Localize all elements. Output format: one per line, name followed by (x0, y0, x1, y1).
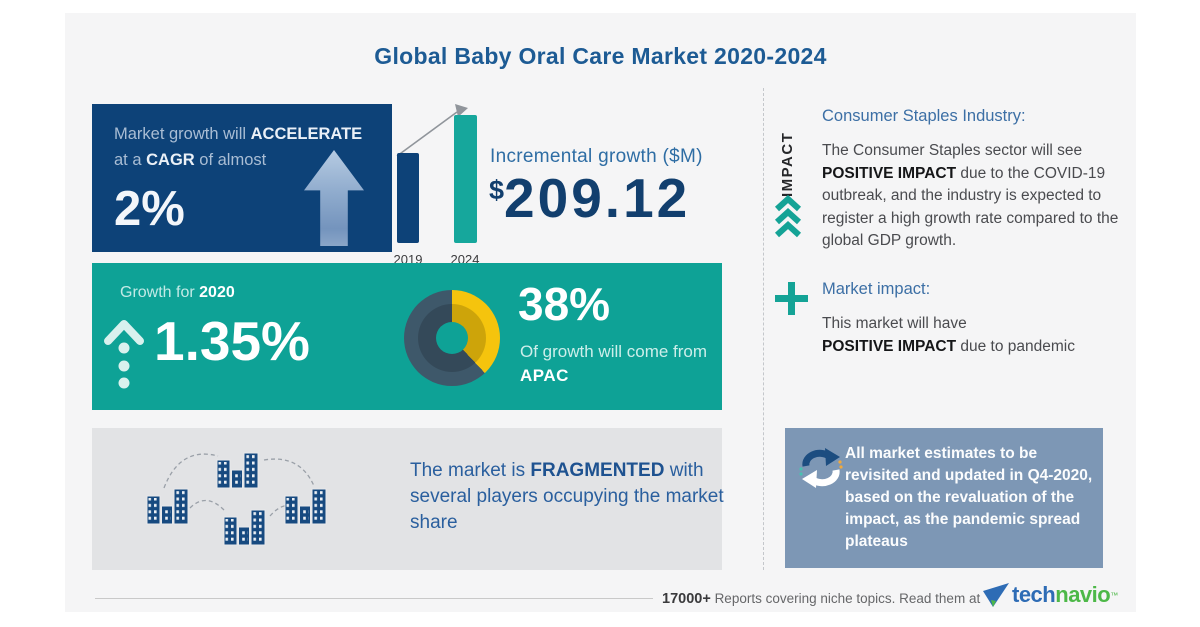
accelerate-card: Market growth will ACCELERATE at a CAGR … (92, 104, 392, 252)
impact-vertical-label: IMPACT (779, 131, 796, 197)
up-arrow-icon (304, 150, 364, 246)
apac-share-value: 38% (518, 278, 611, 330)
market-impact-text: This market will have POSITIVE IMPACT due… (822, 315, 1075, 355)
trademark-symbol: ™ (1110, 590, 1119, 600)
incremental-growth-chart: 2019 2024 (391, 95, 556, 273)
triple-chevron-up-icon (774, 195, 802, 238)
estimate-note-text: All market estimates to be revisited and… (845, 445, 1093, 550)
plus-icon (775, 282, 808, 315)
bar-2019 (397, 153, 419, 243)
accelerate-line1: Market growth will ACCELERATE (114, 125, 363, 143)
industry-heading: Consumer Staples Industry: (822, 107, 1026, 125)
vertical-dashed-separator (763, 88, 764, 570)
cagr-value: 2% (114, 182, 185, 236)
fragmentation-text: The market is FRAGMENTED with several pl… (410, 460, 724, 533)
page-title: Global Baby Oral Care Market 2020-2024 (374, 43, 827, 69)
footer-tagline: 17000+ Reports covering niche topics. Re… (662, 591, 981, 607)
growth-2020-value: 1.35% (154, 310, 310, 372)
growth-2020-card: Growth for 2020 1.35% 38% Of growth will… (92, 263, 722, 410)
accelerate-line2: at a CAGR of almost (114, 151, 267, 169)
apac-donut-chart (404, 290, 500, 386)
trend-arrow-icon (396, 104, 468, 157)
technavio-icon (983, 583, 1009, 607)
market-impact-heading: Market impact: (822, 280, 931, 298)
apac-share-caption: Of growth will come from (520, 342, 708, 361)
growth-2020-label: Growth for 2020 (120, 284, 235, 301)
fragmentation-card: The market is FRAGMENTED with several pl… (92, 428, 724, 570)
estimate-note-card: All market estimates to be revisited and… (785, 428, 1103, 568)
incremental-growth-label: Incremental growth ($M) (490, 146, 703, 167)
industry-impact-text: The Consumer Staples sector will see POS… (822, 142, 1119, 249)
refresh-icon (799, 448, 843, 488)
bar-2024 (454, 115, 477, 243)
apac-share-region: APAC (520, 366, 569, 385)
currency-symbol: $ (489, 175, 505, 205)
growth-up-icon (104, 320, 144, 389)
infographic-canvas: Global Baby Oral Care Market 2020-2024 M… (65, 13, 1136, 612)
technavio-logo[interactable]: tech navio ™ (983, 582, 1118, 608)
incremental-growth-value: $209.12 (489, 167, 691, 229)
footer-divider (95, 598, 653, 599)
buildings-illustration (146, 452, 327, 546)
